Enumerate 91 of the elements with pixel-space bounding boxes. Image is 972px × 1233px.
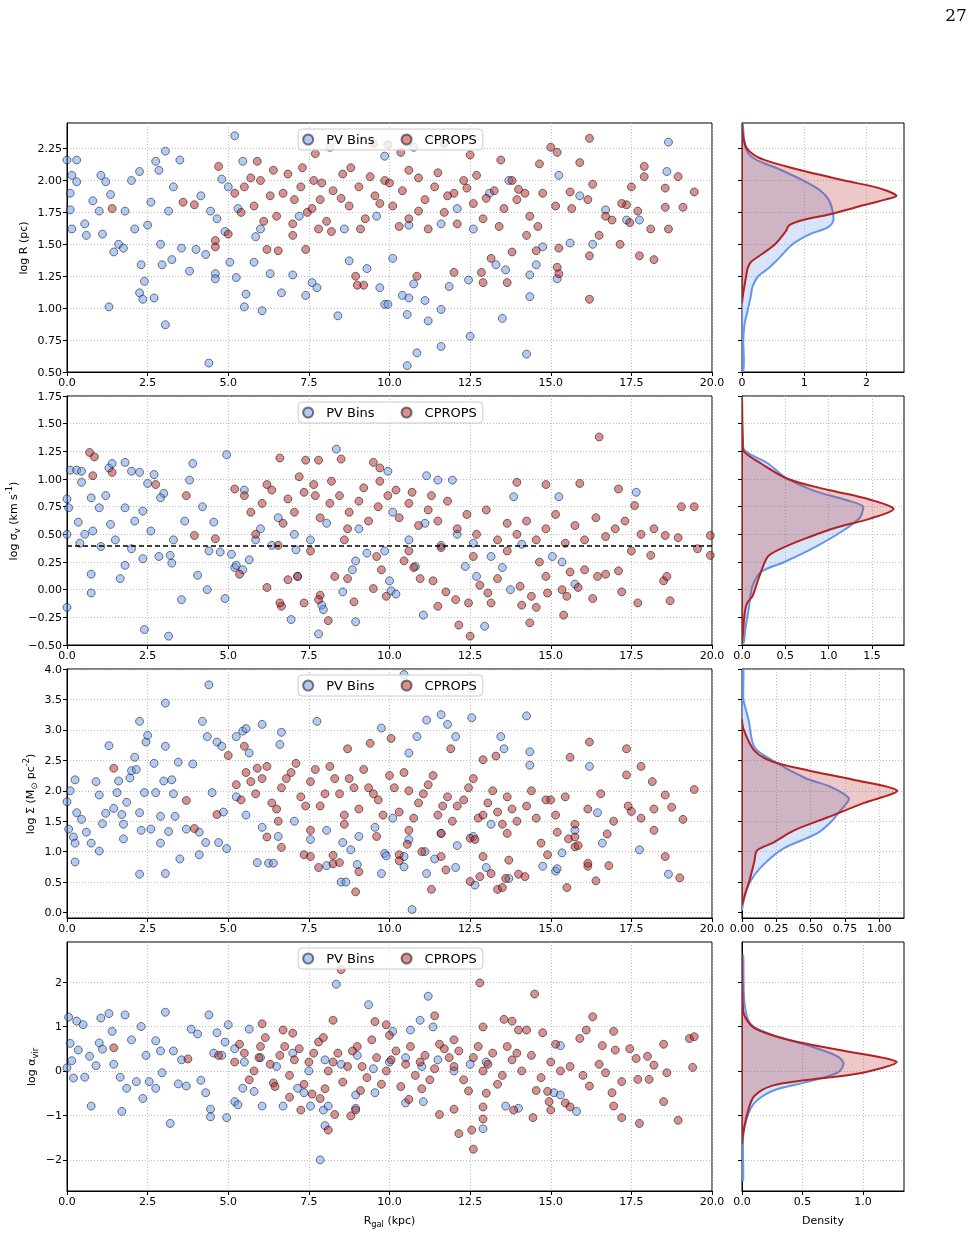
y-tick-label: 1.00 <box>37 301 62 315</box>
x-tick-label: 2.5 <box>138 376 157 389</box>
y-tick-label: 0.50 <box>37 527 62 541</box>
x-tick-label: 0.0 <box>733 1195 751 1208</box>
x-tick-label: 1.0 <box>854 1195 872 1208</box>
x-tick-label: 0.50 <box>798 922 823 935</box>
y-tick-label: −0.50 <box>28 638 62 652</box>
x-tick-label: 1 <box>800 376 808 389</box>
y-tick-label: 3.5 <box>44 692 62 706</box>
y-tick-label: 1.0 <box>44 845 62 859</box>
x-tick-label: 2 <box>863 376 871 389</box>
x-tick-label: 12.5 <box>457 376 483 389</box>
y-tick-label: 1.25 <box>37 444 62 458</box>
x-tick-label: 1.5 <box>863 649 881 662</box>
x-tick-label: 12.5 <box>457 922 483 935</box>
x-tick-label: 0.5 <box>793 1195 812 1208</box>
y-tick-label: 1.75 <box>37 389 62 403</box>
x-tick-label: 15.0 <box>538 376 563 389</box>
x-tick-label: 12.5 <box>457 649 483 662</box>
x-tick-label: 1.0 <box>819 649 838 662</box>
y-tick-label: 3.0 <box>44 723 62 737</box>
y-tick-label: 0.75 <box>37 333 62 347</box>
y-tick-label: −2 <box>45 1153 62 1167</box>
x-tick-label: 10.0 <box>377 376 402 389</box>
legend-label: CPROPS <box>424 678 477 693</box>
x-axis-title: R$_{gal}$ (kpc) <box>363 1213 416 1229</box>
x-tick-label: 5.0 <box>219 376 237 389</box>
y-tick-label: 2 <box>55 975 62 989</box>
x-tick-label: 10.0 <box>377 1195 402 1208</box>
y-tick-label: 0.0 <box>44 906 62 920</box>
y-tick-label: 1.50 <box>37 417 62 431</box>
x-tick-label: 10.0 <box>377 922 402 935</box>
y-tick-label: 1.00 <box>37 472 62 486</box>
y-tick-label: 2.25 <box>37 142 62 156</box>
x-tick-label: 1.00 <box>867 922 892 935</box>
x-tick-label: 0.25 <box>764 922 789 935</box>
legend-label: CPROPS <box>424 405 477 420</box>
x-tick-label: 20.0 <box>699 376 725 389</box>
x-tick-label: 15.0 <box>538 1195 563 1208</box>
x-tick-label: 2.5 <box>138 922 157 935</box>
y-tick-label: 1 <box>55 1019 62 1033</box>
y-tick-label: −1 <box>45 1108 62 1122</box>
x-tick-label: 7.5 <box>300 649 318 662</box>
text: 27 <box>945 4 967 25</box>
y-axis-title: log R (pc) <box>16 220 29 275</box>
legend-label: PV Bins <box>326 951 375 966</box>
y-tick-label: 2.00 <box>37 173 62 187</box>
y-tick-label: −0.25 <box>28 610 62 624</box>
x-tick-label: 0 <box>738 376 746 389</box>
y-tick-label: 0.00 <box>37 583 62 597</box>
y-tick-label: 0.50 <box>37 365 62 379</box>
legend-label: PV Bins <box>326 405 375 420</box>
x-tick-label: 7.5 <box>300 1195 318 1208</box>
y-tick-label: 0.75 <box>37 500 62 514</box>
x-tick-label: 0.00 <box>729 922 755 935</box>
y-tick-label: 0 <box>55 1064 62 1078</box>
x-tick-label: 12.5 <box>457 1195 483 1208</box>
y-tick-label: 1.25 <box>37 269 62 283</box>
x-tick-label: 15.0 <box>538 649 563 662</box>
x-tick-label: 10.0 <box>377 649 402 662</box>
x-tick-label: 5.0 <box>219 922 237 935</box>
x-axis-title: Density <box>802 1213 844 1227</box>
x-tick-label: 20.0 <box>699 1195 725 1208</box>
x-tick-label: 7.5 <box>300 376 318 389</box>
y-tick-label: 1.75 <box>37 205 62 219</box>
legend-label: CPROPS <box>424 951 477 966</box>
x-tick-label: 7.5 <box>300 922 318 935</box>
legend-label: CPROPS <box>424 132 477 147</box>
legend-label: PV Bins <box>326 678 375 693</box>
x-tick-label: 17.5 <box>619 649 644 662</box>
legend-label: PV Bins <box>326 132 375 147</box>
x-tick-label: 0.75 <box>832 922 858 935</box>
y-tick-label: 1.50 <box>37 237 62 251</box>
y-tick-label: 4.0 <box>44 662 62 676</box>
y-tick-label: 2.5 <box>44 753 62 767</box>
x-tick-label: 5.0 <box>219 1195 237 1208</box>
x-tick-label: 20.0 <box>699 922 725 935</box>
x-tick-label: 17.5 <box>619 376 644 389</box>
x-tick-label: 17.5 <box>619 922 644 935</box>
x-tick-label: 2.5 <box>138 1195 157 1208</box>
x-tick-label: 5.0 <box>219 649 237 662</box>
x-tick-label: 15.0 <box>538 922 563 935</box>
x-tick-label: 17.5 <box>619 1195 644 1208</box>
y-tick-label: 2.0 <box>44 784 62 798</box>
y-tick-label: 0.25 <box>37 555 62 569</box>
x-tick-label: 0.0 <box>733 649 751 662</box>
y-tick-label: 0.5 <box>44 875 62 889</box>
y-tick-label: 1.5 <box>44 814 62 828</box>
x-tick-label: 0.5 <box>776 649 795 662</box>
x-tick-label: 2.5 <box>138 649 157 662</box>
x-tick-label: 20.0 <box>699 649 725 662</box>
